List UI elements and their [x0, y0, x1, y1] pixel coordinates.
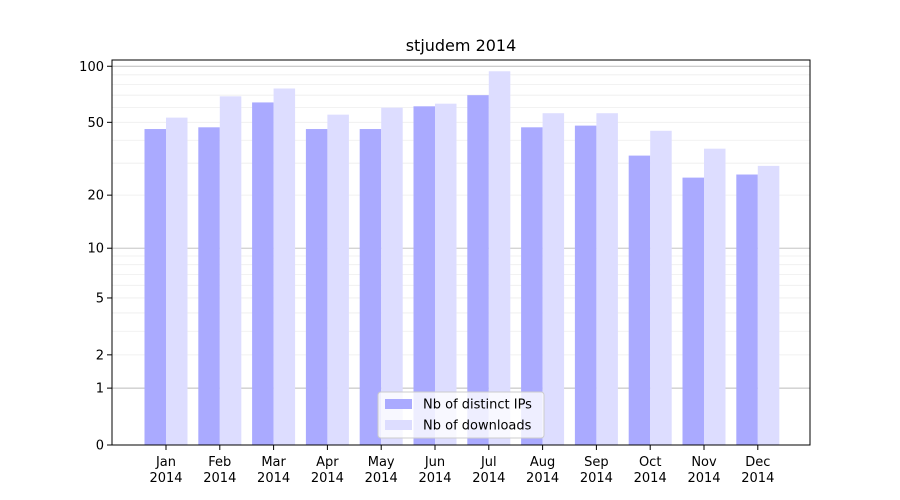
bar-downloads-jun: [435, 103, 457, 445]
bar-downloads-may: [381, 107, 403, 446]
x-tick-label-year: 2014: [741, 471, 774, 486]
bar-distinct-ips-apr: [305, 129, 328, 445]
x-tick-label-year: 2014: [634, 471, 667, 486]
axes: 0125102050100Jan2014Feb2014Mar2014Apr201…: [79, 60, 774, 486]
bar-downloads-jul: [488, 71, 511, 446]
x-tick-label-year: 2014: [580, 471, 613, 486]
bar-distinct-ips-jul: [467, 95, 489, 446]
x-tick-label-month: Feb: [208, 455, 231, 470]
x-tick-label-month: Oct: [639, 455, 661, 470]
y-tick-label: 10: [87, 242, 104, 257]
plot-frame: [111, 59, 811, 446]
bar-downloads-aug: [542, 113, 565, 445]
x-tick-label-year: 2014: [687, 471, 720, 486]
bar-downloads-oct: [650, 130, 672, 446]
bar-downloads-feb: [219, 96, 242, 445]
bar-distinct-ips-jun: [413, 106, 435, 445]
bar-downloads-apr: [327, 114, 349, 445]
bar-distinct-ips-feb: [198, 127, 220, 445]
x-tick-label-month: Jul: [480, 455, 497, 470]
bar-downloads-sep: [596, 113, 618, 445]
bar-distinct-ips-may: [359, 129, 382, 445]
y-tick-label: 20: [87, 189, 104, 204]
bar-distinct-ips-aug: [521, 127, 543, 445]
x-tick-label-month: Dec: [745, 455, 770, 470]
bar-downloads-nov: [704, 148, 726, 445]
legend-box: [377, 391, 545, 439]
legend-label: Nb of distinct IPs: [423, 398, 532, 413]
x-tick-label-year: 2014: [257, 471, 290, 486]
bar-downloads-jan: [166, 117, 188, 445]
chart-title: stjudem 2014: [406, 36, 517, 55]
y-tick-label: 0: [96, 439, 104, 454]
legend: Nb of distinct IPs Nb of downloads: [377, 391, 545, 439]
x-tick-label-month: Nov: [691, 455, 717, 470]
x-tick-label-year: 2014: [149, 471, 182, 486]
y-tick-label: 5: [96, 291, 104, 306]
bars: [144, 71, 780, 446]
bar-downloads-dec: [757, 165, 780, 445]
x-tick-label-year: 2014: [203, 471, 236, 486]
y-tick-label: 100: [79, 60, 104, 75]
x-tick-label-month: Mar: [261, 455, 286, 470]
x-tick-label-year: 2014: [418, 471, 451, 486]
x-tick-label-year: 2014: [311, 471, 344, 486]
y-tick-label: 50: [87, 116, 104, 131]
bar-distinct-ips-mar: [252, 102, 274, 446]
x-tick-label-year: 2014: [472, 471, 505, 486]
x-tick-label-year: 2014: [526, 471, 559, 486]
legend-swatch: [385, 399, 412, 409]
y-tick-label: 1: [96, 382, 104, 397]
legend-label: Nb of downloads: [423, 419, 532, 434]
x-tick-label-month: Jan: [155, 455, 176, 470]
x-tick-label-month: May: [368, 455, 395, 470]
bar-distinct-ips-jan: [144, 129, 166, 445]
bar-distinct-ips-dec: [736, 174, 758, 445]
x-tick-label-year: 2014: [365, 471, 398, 486]
bar-distinct-ips-sep: [574, 125, 597, 445]
bar-downloads-mar: [273, 88, 296, 445]
bar-distinct-ips-oct: [628, 155, 651, 445]
bar-distinct-ips-nov: [682, 177, 704, 445]
x-tick-label-month: Sep: [584, 455, 609, 470]
legend-swatch: [385, 420, 412, 430]
y-tick-label: 2: [96, 348, 104, 363]
x-tick-label-month: Apr: [316, 455, 339, 470]
x-tick-label-month: Jun: [424, 455, 445, 470]
x-tick-label-month: Aug: [530, 455, 555, 470]
